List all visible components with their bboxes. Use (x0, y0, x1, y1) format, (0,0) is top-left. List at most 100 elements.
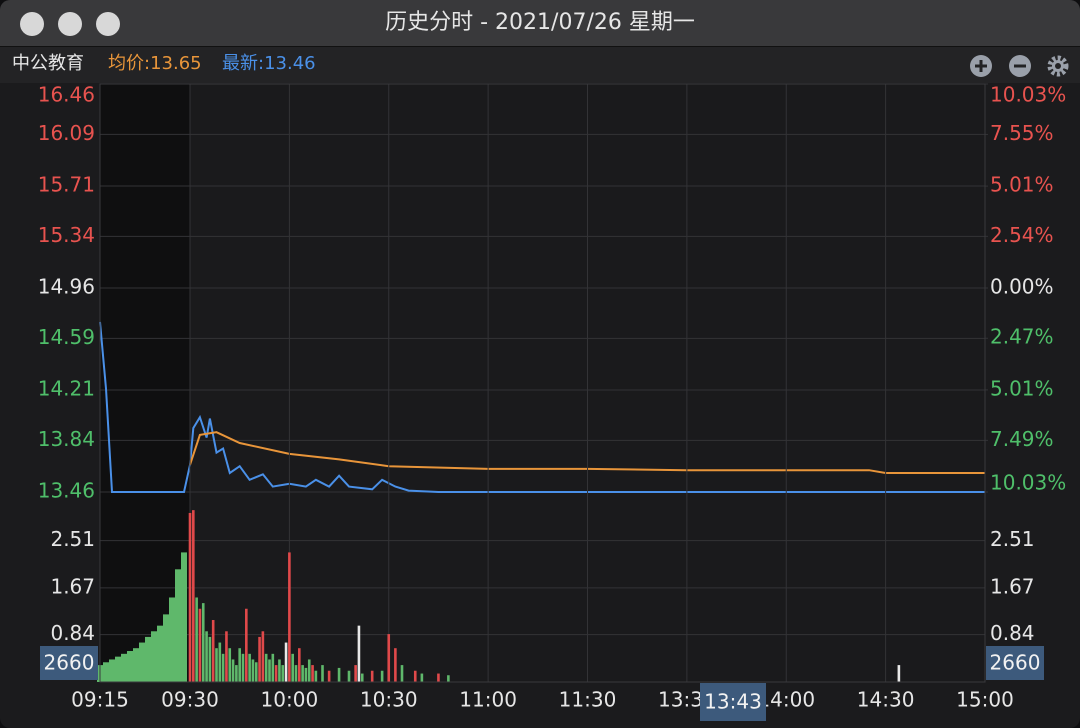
volume-bar (248, 653, 251, 682)
y2-tick-label: 2.47% (990, 325, 1054, 349)
y2-tick-label: 7.55% (990, 121, 1054, 145)
y-tick-label: 16.09 (38, 121, 95, 145)
volume-bar (357, 625, 361, 682)
y2-tick-label: 5.01% (990, 173, 1054, 197)
volume-bar (151, 631, 157, 682)
volume-bar (145, 636, 151, 682)
volume-bar (314, 670, 318, 682)
volume-bar (218, 642, 222, 682)
y2-tick-label: 0.00% (990, 275, 1054, 299)
last-price: 最新:13.46 (222, 53, 316, 74)
volume-bar (437, 673, 440, 682)
volume-bar (231, 659, 235, 682)
volume-bar (169, 597, 175, 682)
x-tick-label: 11:00 (459, 688, 517, 712)
x-tick-label: 09:15 (71, 688, 129, 712)
settings[interactable] (1047, 55, 1069, 77)
toolbar (970, 55, 1069, 77)
zoom-out[interactable] (1009, 55, 1031, 77)
volume-bar (281, 665, 285, 682)
volume-bar (208, 636, 212, 682)
zoom-in[interactable] (970, 55, 992, 77)
volume-bar (284, 642, 288, 682)
volume-bar (288, 552, 291, 682)
volume-bar (195, 597, 198, 682)
volume-bar (261, 631, 265, 682)
volume-bar (228, 648, 232, 682)
volume-bar (163, 614, 169, 682)
volume-bar (245, 608, 248, 682)
y-tick-label: 1.67 (50, 574, 95, 598)
window-title: 历史分时 - 2021/07/26 星期一 (385, 10, 695, 35)
y-tick-label: 16.46 (38, 83, 95, 107)
volume-bar (301, 665, 304, 682)
volume-bar (201, 603, 205, 682)
volume-bar (387, 634, 391, 682)
title-bar: 历史分时 - 2021/07/26 星期一 (0, 0, 1080, 47)
volume-bar (337, 667, 341, 682)
volume-bar (235, 665, 238, 682)
stock-name: 中公教育 (12, 53, 84, 74)
close-button[interactable] (20, 12, 44, 36)
cursor-volume: 2660 (990, 651, 1041, 675)
volume-bar (420, 673, 424, 682)
volume-bar (298, 648, 301, 682)
volume-bar (394, 648, 397, 682)
zoom-button[interactable] (96, 12, 120, 36)
volume-bar (897, 665, 901, 682)
volume-bar (211, 620, 215, 682)
volume-bar (271, 653, 275, 682)
x-tick-label: 14:00 (757, 688, 815, 712)
x-tick-label: 10:30 (360, 688, 418, 712)
cursor-time-box (700, 683, 766, 721)
volume-bar (127, 651, 133, 682)
y-tick-label: 15.71 (38, 173, 95, 197)
volume-bar (360, 673, 364, 682)
y-tick-label: 0.84 (50, 621, 95, 645)
price-line (99, 321, 985, 493)
volume-bar (307, 659, 311, 682)
volume-bar (400, 665, 404, 682)
y2-tick-label: 10.03% (990, 83, 1066, 107)
volume-bar (254, 662, 258, 682)
x-tick-label: 10:00 (261, 688, 319, 712)
volume-bar (198, 608, 202, 682)
header: 中公教育 均价:13.65 最新:13.46 (0, 47, 1080, 83)
y2-tick-label: 1.67 (990, 574, 1035, 598)
volume-bar (238, 648, 241, 682)
volume-bar (175, 569, 181, 682)
volume-bar (291, 653, 294, 682)
y2-tick-label: 10.03% (990, 471, 1066, 495)
minimize-button[interactable] (58, 12, 82, 36)
volume-bar (413, 670, 417, 682)
y2-tick-label: 2.51 (990, 527, 1035, 551)
volume-bar (311, 665, 314, 682)
volume-bar (251, 659, 255, 682)
volume-bar (304, 667, 308, 682)
plot-border (99, 83, 986, 683)
cursor-volume-box (40, 646, 98, 680)
y2-tick-label: 0.84 (990, 621, 1035, 645)
volume-bar (264, 653, 268, 682)
y2-tick-label: 2.54% (990, 223, 1054, 247)
x-tick-label: 11:30 (559, 688, 617, 712)
y2-tick-label: 5.01% (990, 376, 1054, 400)
cursor-volume-box (986, 646, 1044, 680)
y-tick-label: 14.21 (38, 377, 95, 401)
volume-bar (327, 670, 331, 682)
cursor-volume: 2660 (44, 651, 95, 675)
volume-bar (215, 648, 218, 682)
volume-bar (205, 631, 208, 682)
x-tick-label: 14:30 (857, 688, 915, 712)
volume-bar (115, 656, 121, 682)
volume-bar (181, 552, 187, 682)
volume-bar (157, 625, 163, 682)
x-tick-label: 15:00 (956, 688, 1014, 712)
y-tick-label: 14.59 (38, 325, 95, 349)
volume-bar (294, 665, 298, 682)
volume-bar (221, 653, 225, 682)
volume-bar (354, 665, 357, 682)
volume-bar (192, 510, 195, 682)
